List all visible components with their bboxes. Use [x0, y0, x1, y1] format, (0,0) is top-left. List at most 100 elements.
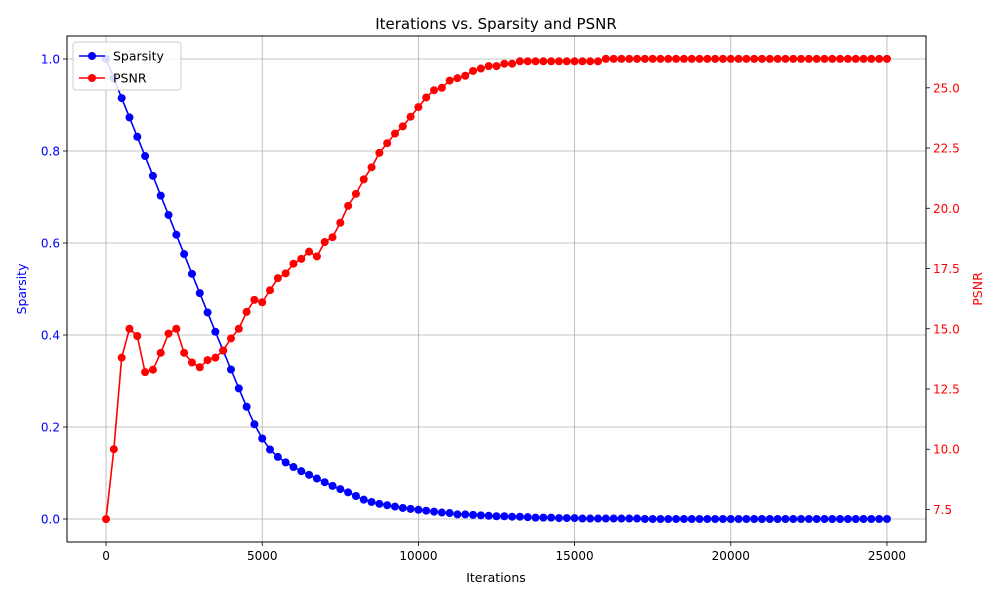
psnr-data-point [125, 324, 134, 333]
sparsity-data-point [180, 250, 189, 259]
sparsity-data-point [562, 514, 571, 523]
psnr-data-point [836, 54, 845, 63]
psnr-data-point [539, 57, 548, 66]
sparsity-data-point [656, 515, 665, 523]
sparsity-data-point [351, 492, 360, 500]
sparsity-data-point [500, 512, 509, 521]
x-tick-label: 25000 [868, 549, 906, 563]
sparsity-data-point [430, 507, 439, 516]
sparsity-data-point [297, 467, 306, 476]
psnr-data-point [718, 54, 727, 63]
sparsity-data-point [312, 474, 321, 483]
sparsity-data-point [797, 515, 806, 523]
psnr-data-point [437, 83, 446, 92]
psnr-data-point [781, 54, 790, 63]
psnr-data-point [328, 233, 337, 242]
psnr-data-point [453, 74, 462, 83]
sparsity-data-point [765, 515, 774, 523]
y-left-tick-label: 0.0 [41, 513, 60, 527]
psnr-data-point [117, 353, 126, 362]
y-axis-left-label: Sparsity [14, 263, 29, 315]
psnr-data-point [187, 358, 196, 367]
psnr-data-point [180, 348, 189, 357]
psnr-data-point [679, 54, 688, 63]
psnr-data-point [648, 54, 657, 63]
sparsity-data-point [601, 514, 610, 523]
sparsity-data-point [804, 515, 813, 523]
sparsity-data-point [554, 514, 563, 523]
psnr-data-point [219, 346, 228, 355]
sparsity-data-point [242, 402, 251, 411]
sparsity-data-point [281, 458, 290, 467]
legend: Sparsity PSNR [72, 41, 182, 91]
psnr-data-point [515, 57, 524, 66]
psnr-data-point [664, 54, 673, 63]
psnr-data-point [562, 57, 571, 66]
sparsity-data-point [672, 515, 681, 523]
psnr-data-point [554, 57, 563, 66]
psnr-data-point [461, 71, 470, 80]
psnr-data-point [523, 57, 532, 66]
sparsity-data-point [383, 501, 392, 510]
sparsity-data-point [633, 514, 642, 523]
psnr-data-point [570, 57, 579, 66]
sparsity-data-point [234, 384, 243, 393]
psnr-data-point [273, 274, 282, 283]
psnr-data-point [445, 76, 454, 85]
psnr-data-point [594, 57, 603, 66]
psnr-data-point [406, 112, 415, 121]
y-right-tick-label: 10.0 [933, 443, 960, 457]
psnr-data-point [383, 139, 392, 148]
sparsity-data-point [812, 515, 821, 523]
sparsity-data-point [781, 515, 790, 523]
sparsity-data-point [305, 470, 314, 479]
psnr-data-point [742, 54, 751, 63]
sparsity-data-point [843, 515, 852, 523]
psnr-data-point [797, 54, 806, 63]
sparsity-data-point [375, 499, 384, 508]
psnr-data-point [633, 54, 642, 63]
psnr-data-point [750, 54, 759, 63]
sparsity-data-point [773, 515, 782, 523]
sparsity-data-point [617, 514, 626, 523]
sparsity-data-point [711, 515, 720, 523]
psnr-data-point [203, 356, 212, 365]
sparsity-data-point [461, 510, 470, 519]
y-right-tick-label: 22.5 [933, 142, 960, 156]
psnr-data-point [195, 363, 204, 372]
psnr-data-point [312, 252, 321, 261]
psnr-data-point [508, 59, 517, 68]
sparsity-data-point [578, 514, 587, 523]
psnr-data-point [414, 103, 423, 112]
sparsity-data-point [867, 515, 876, 523]
sparsity-data-point [789, 515, 798, 523]
y-axis-right-label: PSNR [970, 272, 985, 306]
plot-frame [66, 35, 927, 543]
psnr-data-point [758, 54, 767, 63]
psnr-data-point [226, 334, 235, 343]
psnr-data-point [734, 54, 743, 63]
sparsity-data-point [586, 514, 595, 523]
sparsity-data-point [523, 513, 532, 522]
x-tick-label: 0 [102, 549, 110, 563]
x-tick-label: 20000 [712, 549, 750, 563]
psnr-data-point [390, 129, 399, 138]
sparsity-data-point [398, 503, 407, 512]
sparsity-data-point [703, 515, 712, 523]
psnr-data-point [531, 57, 540, 66]
sparsity-data-point [148, 171, 157, 180]
sparsity-data-point [679, 515, 688, 523]
sparsity-data-point [484, 511, 493, 520]
sparsity-data-point [125, 113, 134, 122]
psnr-data-point [289, 259, 298, 268]
sparsity-data-point [476, 511, 485, 520]
psnr-data-point [711, 54, 720, 63]
sparsity-data-point [320, 478, 329, 487]
psnr-data-point [297, 254, 306, 263]
psnr-data-point [601, 54, 610, 63]
sparsity-data-point [875, 515, 884, 523]
sparsity-data-point [289, 463, 298, 472]
sparsity-data-point [750, 515, 759, 523]
psnr-data-point [148, 365, 157, 374]
sparsity-data-point [453, 510, 462, 519]
